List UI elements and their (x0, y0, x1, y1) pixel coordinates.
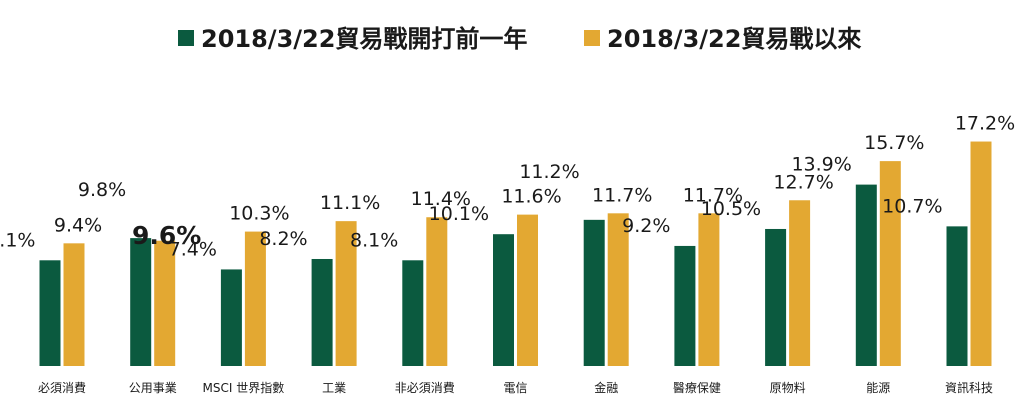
bar-0-1 (130, 238, 152, 366)
bar-1-6 (607, 213, 629, 366)
bar-1-1 (154, 240, 176, 366)
category-label-9: 能源 (866, 381, 890, 395)
category-label-7: 醫療保健 (673, 381, 721, 395)
bar-1-5 (517, 214, 538, 366)
legend-label-0: 2018/3/22貿易戰開打前一年 (201, 25, 527, 53)
value-label-0-4: 8.1% (350, 229, 398, 251)
category-label-1: 公用事業 (129, 381, 177, 395)
bar-0-2 (220, 269, 242, 366)
category-label-0: 必須消費 (38, 380, 86, 395)
value-label-0-2: 7.4% (169, 238, 217, 260)
category-label-8: 原物料 (770, 381, 806, 395)
value-label-1-10: 17.2% (955, 113, 1015, 135)
value-label-0-9: 13.9% (791, 154, 851, 176)
bar-1-2 (244, 231, 266, 366)
bar-0-7 (674, 245, 696, 366)
value-label-1-2: 10.3% (229, 203, 289, 225)
bar-1-3 (335, 221, 357, 366)
bar-0-3 (311, 258, 333, 366)
value-label-0-1: 9.8% (78, 179, 126, 201)
category-label-10: 資訊科技 (945, 380, 993, 395)
value-label-0-10: 10.7% (882, 195, 942, 217)
bar-0-6 (583, 219, 605, 366)
value-labels: 8.1% 9.4% 9.8% 9.6%7.4% 10.3% 8.2% 11.1% 8.1% 11… (0, 113, 1015, 261)
category-label-6: 金融 (594, 380, 618, 395)
category-label-5: 電信 (503, 381, 527, 395)
category-labels: 必須消費 公用事業 MSCI 世界指數 工業 非必須消費 電信 金融 醫療保健 原物料 能源 資訊科… (38, 380, 993, 395)
bar-0-4 (402, 260, 424, 366)
value-label-0-8: 10.5% (701, 198, 761, 220)
category-label-3: 工業 (322, 381, 346, 395)
legend-label-1: 2018/3/22貿易戰以來 (607, 25, 861, 53)
value-label-1-5: 11.6% (501, 186, 561, 208)
value-label-1-7: 11.7% (683, 184, 743, 206)
value-label-1-8: 12.7% (773, 171, 833, 193)
value-label-1-0: 9.4% (54, 214, 102, 236)
bar-1-8 (789, 200, 811, 366)
value-label-0-0: 8.1% (0, 229, 36, 251)
value-label-1-9: 15.7% (864, 132, 924, 154)
bar-0-0 (39, 260, 61, 366)
bar-1-4 (426, 217, 448, 366)
value-label-0-6: 11.2% (519, 161, 579, 183)
value-label-1-1: 9.6% (132, 221, 201, 250)
bar-0-5 (493, 234, 514, 366)
legend: 2018/3/22貿易戰開打前一年 2018/3/22貿易戰以來 (178, 25, 861, 53)
legend-swatch-0 (178, 30, 194, 46)
category-label-2: MSCI 世界指數 (203, 380, 285, 395)
bars (39, 141, 992, 366)
bar-1-10 (970, 141, 992, 366)
category-label-4: 非必須消費 (395, 380, 455, 395)
value-label-1-4: 11.4% (411, 188, 471, 210)
value-label-0-3: 8.2% (259, 228, 307, 250)
value-label-1-6: 11.7% (592, 184, 652, 206)
bar-1-0 (63, 243, 85, 366)
bar-1-7 (698, 213, 720, 366)
value-label-0-5: 10.1% (429, 203, 489, 225)
legend-swatch-1 (584, 30, 600, 46)
bar-0-8 (765, 228, 787, 366)
bar-1-9 (879, 161, 901, 366)
bar-0-10 (946, 226, 968, 366)
value-label-0-7: 9.2% (622, 215, 670, 237)
bar-0-9 (855, 184, 877, 366)
value-label-1-3: 11.1% (320, 192, 380, 214)
